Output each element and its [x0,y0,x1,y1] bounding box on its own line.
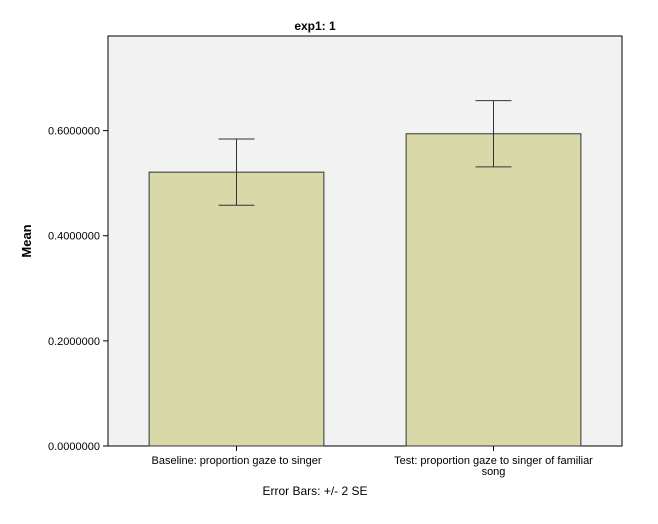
y-tick-label: 0.6000000 [48,126,100,138]
chart-title: exp1: 1 [294,19,336,33]
bar [405,133,582,447]
error-bars-footnote: Error Bars: +/- 2 SE [262,484,367,498]
y-axis-label: Mean [19,224,34,257]
bar [148,171,325,447]
y-tick-label: 0.4000000 [48,231,100,243]
error-bars [218,100,512,206]
y-axis-ticks: 0.0000000 0.2000000 0.4000000 0.6000000 [48,126,108,453]
x-tick-label: Test: proportion gaze to singer of famil… [394,455,593,467]
x-tick-label: song [482,466,506,478]
y-tick-label: 0.0000000 [48,441,100,453]
x-axis-tick-labels: Baseline: proportion gaze to singer Test:… [152,446,593,478]
y-tick-label: 0.2000000 [48,336,100,348]
x-tick-label: Baseline: proportion gaze to singer [152,455,322,467]
